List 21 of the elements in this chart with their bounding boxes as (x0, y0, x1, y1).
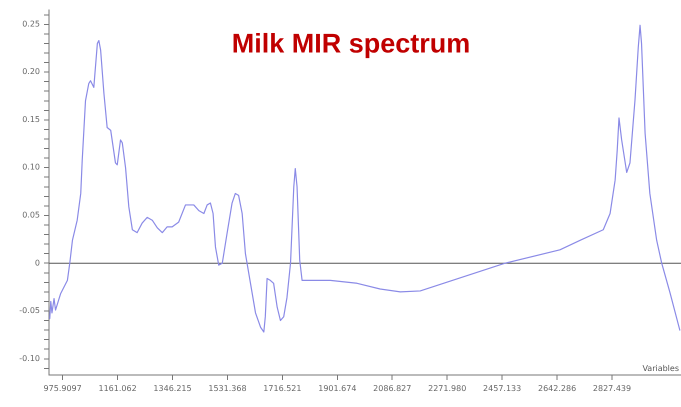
y-tick-label: 0.20 (22, 67, 40, 76)
x-tick-label: 975.9097 (44, 384, 82, 393)
x-tick-label: 1716.521 (263, 384, 302, 393)
y-tick-label: 0 (34, 258, 40, 268)
x-tick-label: 1531.368 (208, 384, 247, 393)
y-tick-label: 0.25 (22, 19, 40, 28)
y-tick-label: -0.05 (19, 306, 40, 316)
y-tick-label: -0.10 (19, 354, 40, 363)
x-tick-label: 1346.215 (153, 384, 192, 393)
x-tick-label: 2271.980 (428, 384, 466, 393)
x-tick-label: 2457.133 (483, 384, 522, 393)
x-tick-label: 1901.674 (318, 384, 356, 393)
x-tick-label: 2827.439 (592, 384, 632, 393)
x-tick-label: 2642.286 (538, 384, 576, 393)
x-axis-title: Variables (642, 364, 679, 374)
x-tick-label: 1161.062 (98, 384, 137, 393)
y-tick-label: 0.05 (22, 210, 40, 220)
x-tick-label: 2086.827 (373, 384, 412, 393)
y-tick-label: 0.10 (22, 162, 40, 172)
y-tick-label: 0.15 (22, 114, 40, 124)
text: Milk MIR spectrum (232, 28, 470, 58)
